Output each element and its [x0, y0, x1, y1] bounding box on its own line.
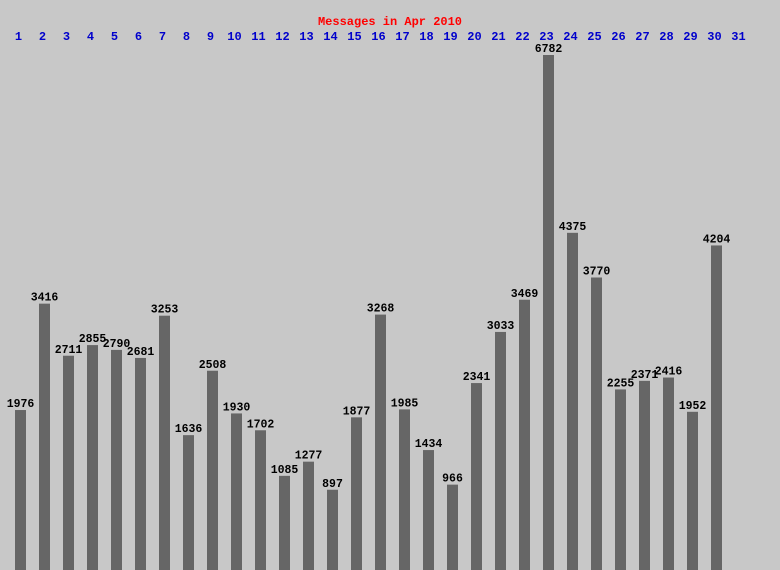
value-label: 2371 — [631, 369, 659, 382]
x-tick-label: 27 — [635, 30, 649, 44]
x-tick-label: 5 — [111, 30, 118, 44]
bar — [591, 277, 602, 570]
bar — [279, 475, 290, 570]
value-label: 3268 — [367, 303, 395, 316]
value-label: 3033 — [487, 320, 515, 333]
value-label: 1930 — [223, 401, 251, 414]
x-tick-label: 16 — [371, 30, 385, 44]
bar — [471, 383, 482, 570]
bar — [207, 370, 218, 570]
x-tick-label: 26 — [611, 30, 625, 44]
bar — [183, 435, 194, 570]
value-label: 2790 — [103, 338, 131, 351]
x-tick-label: 6 — [135, 30, 142, 44]
bar — [159, 315, 170, 570]
value-label: 2416 — [655, 366, 683, 379]
x-tick-label: 4 — [87, 30, 94, 44]
value-label: 966 — [442, 473, 463, 486]
x-tick-label: 7 — [159, 30, 166, 44]
x-tick-label: 29 — [683, 30, 697, 44]
chart-title: Messages in Apr 2010 — [318, 15, 462, 29]
value-label: 1434 — [415, 438, 443, 451]
bar — [303, 461, 314, 570]
bar — [423, 450, 434, 570]
value-label: 1877 — [343, 405, 371, 418]
x-tick-label: 17 — [395, 30, 409, 44]
x-tick-label: 9 — [207, 30, 214, 44]
value-label: 1085 — [271, 464, 299, 477]
value-label: 1976 — [7, 398, 35, 411]
x-tick-label: 12 — [275, 30, 289, 44]
value-label: 4375 — [559, 221, 587, 234]
bar — [87, 345, 98, 570]
x-tick-label: 2 — [39, 30, 46, 44]
bar — [615, 389, 626, 570]
bar — [255, 430, 266, 570]
x-tick-label: 30 — [707, 30, 721, 44]
value-label: 2341 — [463, 371, 491, 384]
bar — [63, 355, 74, 570]
bar — [567, 232, 578, 570]
x-tick-label: 24 — [563, 30, 577, 44]
bar — [663, 377, 674, 570]
x-tick-label: 31 — [731, 30, 745, 44]
value-label: 897 — [322, 478, 343, 491]
x-tick-label: 1 — [15, 30, 22, 44]
bar — [231, 413, 242, 570]
value-label: 1636 — [175, 423, 203, 436]
bar — [39, 303, 50, 570]
bar — [519, 299, 530, 570]
x-tick-label: 25 — [587, 30, 601, 44]
bar — [135, 357, 146, 570]
value-label: 2855 — [79, 333, 107, 346]
x-tick-label: 15 — [347, 30, 361, 44]
bar — [351, 417, 362, 570]
value-label: 2508 — [199, 359, 227, 372]
bar — [495, 331, 506, 570]
x-tick-label: 19 — [443, 30, 457, 44]
value-label: 2255 — [607, 377, 635, 390]
bar — [711, 245, 722, 570]
value-label: 2711 — [55, 344, 83, 357]
x-tick-label: 3 — [63, 30, 70, 44]
x-tick-label: 23 — [539, 30, 553, 44]
bar — [543, 55, 554, 570]
value-label: 3253 — [151, 304, 179, 317]
x-tick-label: 28 — [659, 30, 673, 44]
value-label: 1277 — [295, 450, 323, 463]
value-label: 4204 — [703, 233, 731, 246]
bar — [15, 410, 26, 570]
bar — [375, 314, 386, 570]
value-label: 1985 — [391, 397, 419, 410]
value-label: 3469 — [511, 288, 539, 301]
value-label: 1952 — [679, 400, 707, 413]
value-label: 6782 — [535, 43, 563, 56]
bar — [327, 489, 338, 570]
bar — [399, 409, 410, 570]
x-tick-label: 10 — [227, 30, 241, 44]
bar — [687, 411, 698, 570]
x-tick-label: 18 — [419, 30, 433, 44]
value-label: 1702 — [247, 418, 275, 431]
value-label: 3416 — [31, 292, 59, 305]
value-label: 3770 — [583, 266, 611, 279]
x-tick-label: 11 — [251, 30, 265, 44]
x-tick-label: 14 — [323, 30, 337, 44]
x-tick-label: 21 — [491, 30, 505, 44]
bar — [639, 380, 650, 570]
x-tick-label: 20 — [467, 30, 481, 44]
bar — [447, 484, 458, 570]
x-tick-label: 22 — [515, 30, 529, 44]
bar — [111, 349, 122, 570]
x-tick-label: 13 — [299, 30, 313, 44]
value-label: 2681 — [127, 346, 155, 359]
x-tick-label: 8 — [183, 30, 190, 44]
